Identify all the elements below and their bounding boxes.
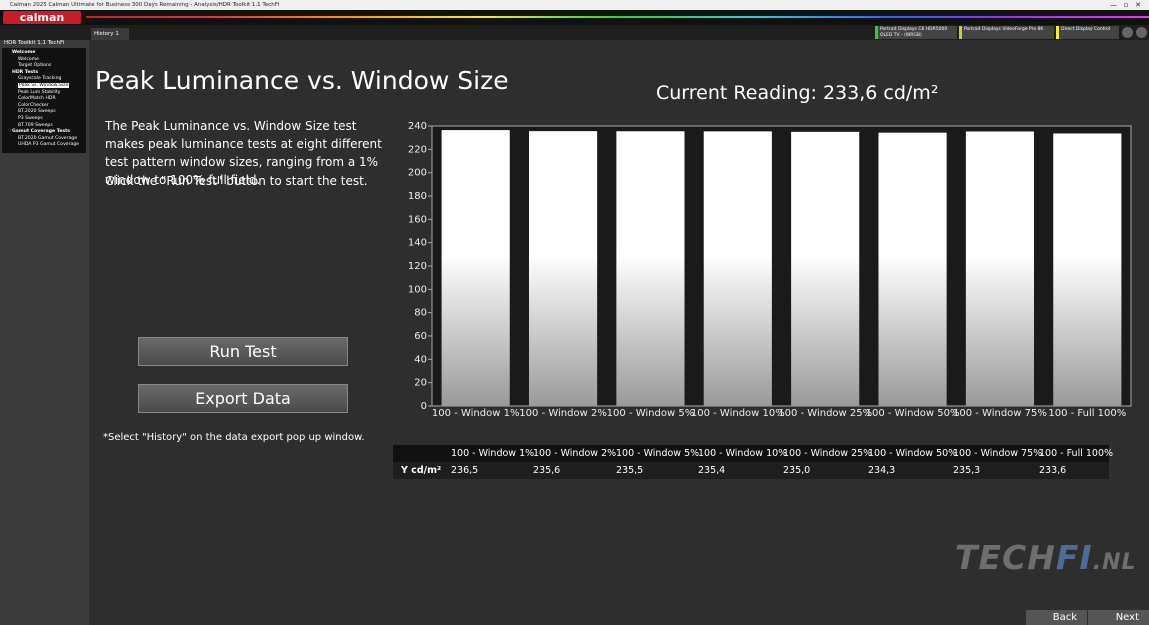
meter-selector[interactable]: Portrait Displays C6 HDR5000 OLED TV - (… xyxy=(875,26,957,39)
chart: 0 20 40 60 80 100 120 140 160 180 200 220 240 100 - W… xyxy=(408,121,1132,419)
x-tick-label: 100 - Window 10% xyxy=(691,408,785,419)
logo-button[interactable]: calman xyxy=(3,11,81,24)
column-header: 100 - Window 75% xyxy=(953,448,1043,459)
x-tick-label: 100 - Window 25% xyxy=(778,408,872,419)
y-tick-label: 100 xyxy=(408,284,427,295)
display-selector[interactable]: Direct Display Control xyxy=(1056,26,1119,39)
generator-selector[interactable]: Portrait Displays VideoForge Pro 8K xyxy=(959,26,1054,39)
bar xyxy=(965,131,1035,406)
column-header: 100 - Full 100% xyxy=(1039,448,1114,459)
tab-bar xyxy=(0,25,1149,40)
results-table: 100 - Window 1% 100 - Window 2% 100 - Wind… xyxy=(393,445,1113,479)
y-tick-label: 60 xyxy=(414,331,427,342)
export-note: *Select "History" on the data export pop… xyxy=(103,432,365,443)
column-header: 100 - Window 50% xyxy=(868,448,958,459)
table-row: Y cd/m² 236,5 235,6 235,5 235,4 235,0 234,3 235… xyxy=(393,462,1109,479)
y-tick-label: 80 xyxy=(414,308,427,319)
window-controls[interactable]: — ▫ ✕ xyxy=(1110,1,1141,9)
title-bar: Calman 2025 Calman Ultimate for Business… xyxy=(0,0,1149,10)
tree-item[interactable]: ColorChecker xyxy=(18,102,49,108)
export-data-button[interactable]: Export Data xyxy=(138,384,348,413)
run-test-button[interactable]: Run Test xyxy=(138,337,348,366)
watermark: TECHFI.NL xyxy=(955,538,1137,577)
tree-item[interactable]: BT.2020 Sweeps xyxy=(18,109,56,115)
y-tick-label: 120 xyxy=(408,261,427,272)
tree-item[interactable]: P3 Sweeps xyxy=(18,116,43,121)
watermark-part: FI xyxy=(1055,538,1093,577)
table-value: 235,5 xyxy=(616,465,644,476)
tree-item[interactable]: Grayscale Tracking xyxy=(18,76,62,82)
column-header: 100 - Window 10% xyxy=(698,448,788,459)
y-tick-label: 240 xyxy=(408,121,427,132)
column-header: 100 - Window 25% xyxy=(783,448,873,459)
tree-item[interactable]: HDR Tests xyxy=(12,69,39,75)
table-value: 233,6 xyxy=(1039,465,1067,476)
y-tick-label: 180 xyxy=(408,191,427,202)
bar xyxy=(616,131,685,406)
settings-button[interactable] xyxy=(1122,27,1133,38)
tree-item[interactable]: Welcome xyxy=(12,50,36,55)
sidebar-title: HDR Toolkit 1.1 TechFi xyxy=(4,40,65,46)
x-tick-label: 100 - Window 2% xyxy=(519,408,607,419)
table-value: 235,3 xyxy=(953,465,981,476)
instruction: Click the "Run Test" button to start the… xyxy=(105,174,368,188)
bar xyxy=(703,131,772,406)
tree-item[interactable]: Welcome xyxy=(18,56,40,62)
y-tick-label: 140 xyxy=(408,238,427,249)
x-tick-label: 100 - Window 75% xyxy=(953,408,1047,419)
bar xyxy=(1053,133,1122,406)
rainbow-line xyxy=(86,16,1149,18)
column-header: 100 - Window 1% xyxy=(451,448,535,459)
workflow-tree: Welcome Welcome Target Options HDR Tests Gra… xyxy=(2,48,86,153)
tree-item[interactable]: BT.2020 Gamut Coverage xyxy=(18,135,78,141)
page-heading: Peak Luminance vs. Window Size xyxy=(95,66,509,95)
back-button[interactable]: Back xyxy=(1026,610,1087,625)
table-value: 234,3 xyxy=(868,465,896,476)
bar xyxy=(791,131,860,407)
column-header: 100 - Window 2% xyxy=(533,448,617,459)
table-header: 100 - Window 1% 100 - Window 2% 100 - Wind… xyxy=(393,445,1113,462)
column-header: 100 - Window 5% xyxy=(616,448,700,459)
description: The Peak Luminance vs. Window Size test … xyxy=(105,119,382,187)
tree-item[interactable]: ColorMatch HDR xyxy=(18,96,56,102)
history-tab[interactable]: History 1 xyxy=(91,28,129,40)
x-tick-label: 100 - Window 50% xyxy=(866,408,960,419)
watermark-part: .NL xyxy=(1092,550,1137,575)
tree-item[interactable]: Peak Lum Stability xyxy=(18,89,61,95)
y-tick-label: 20 xyxy=(414,378,427,389)
next-button[interactable]: Next xyxy=(1088,610,1149,625)
y-tick-label: 200 xyxy=(408,168,427,179)
y-tick-label: 40 xyxy=(414,354,427,365)
tree-item[interactable]: Gamut Coverage Tests xyxy=(12,129,71,135)
y-tick-label: 220 xyxy=(408,144,427,155)
tree-item[interactable]: UHDA P3 Gamut Coverage xyxy=(18,142,80,148)
y-tick-label: 160 xyxy=(408,214,427,225)
bar xyxy=(878,132,947,406)
tree-item[interactable]: Target Options xyxy=(18,63,52,69)
y-tick-label: 0 xyxy=(421,401,427,412)
info-button[interactable] xyxy=(1136,27,1147,38)
current-reading: Current Reading: 233,6 cd/m² xyxy=(656,82,939,104)
table-value: 235,4 xyxy=(698,465,726,476)
row-label: Y cd/m² xyxy=(401,465,442,476)
table-value: 235,6 xyxy=(533,465,561,476)
tree-item[interactable]: Peak vs. Window Size xyxy=(18,83,70,88)
tree-item[interactable]: BT.709 Sweeps xyxy=(18,122,53,128)
table-value: 236,5 xyxy=(451,465,479,476)
watermark-part: TECH xyxy=(955,538,1056,577)
x-tick-label: 100 - Window 5% xyxy=(607,408,695,419)
table-value: 235,0 xyxy=(783,465,811,476)
x-tick-label: 100 - Full 100% xyxy=(1048,408,1126,419)
bar xyxy=(528,131,598,406)
x-tick-label: 100 - Window 1% xyxy=(432,408,520,419)
bar xyxy=(441,130,510,407)
